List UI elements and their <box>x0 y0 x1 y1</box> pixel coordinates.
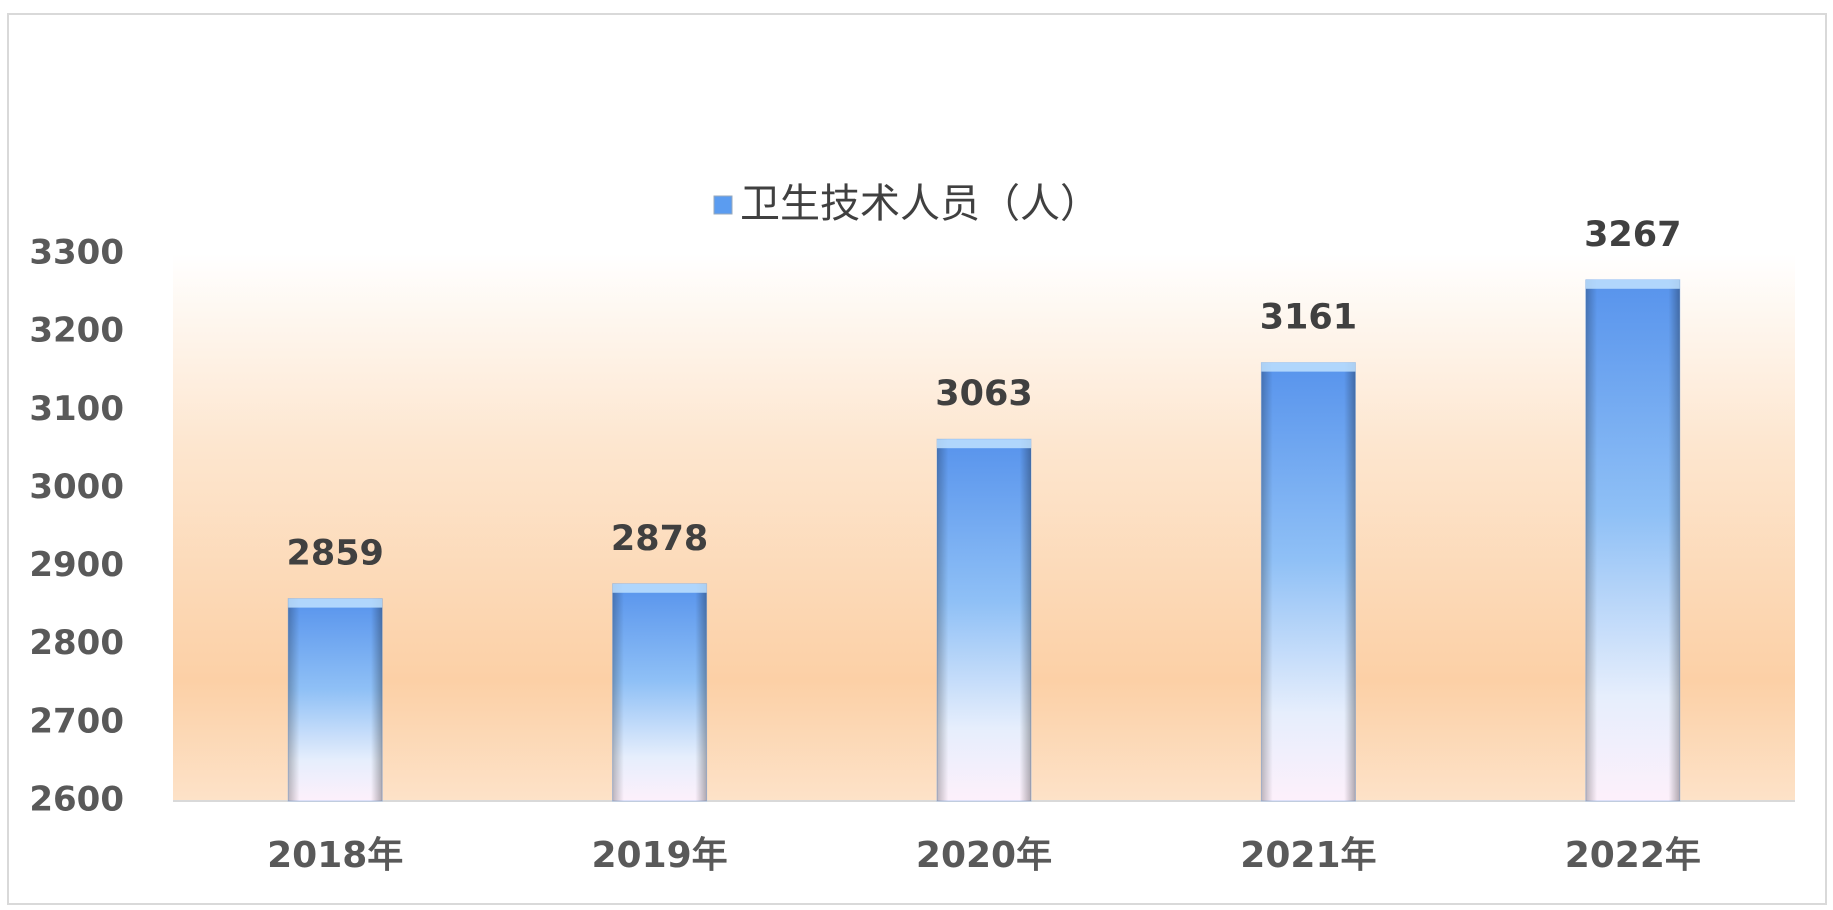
data-label: 2878 <box>611 519 708 559</box>
y-tick-label: 2800 <box>29 623 124 663</box>
data-label: 3161 <box>1260 298 1357 338</box>
y-tick-label: 3000 <box>29 467 124 507</box>
x-tick-label: 2018年 <box>267 835 403 876</box>
data-label: 2859 <box>286 534 383 574</box>
x-tick-label: 2020年 <box>916 835 1052 876</box>
y-tick-label: 3100 <box>29 389 124 429</box>
bar-shade <box>288 598 383 801</box>
bar-shade <box>937 439 1031 801</box>
bar-shade <box>612 583 707 801</box>
legend-swatch <box>713 195 733 215</box>
data-label: 3267 <box>1584 215 1681 255</box>
y-tick-label: 2900 <box>29 545 124 585</box>
x-tick-label: 2021年 <box>1240 835 1376 876</box>
y-tick-label: 2600 <box>29 780 124 820</box>
y-tick-label: 2700 <box>29 701 124 741</box>
bar-shade <box>1585 279 1680 802</box>
x-tick-label: 2019年 <box>591 835 727 876</box>
data-label: 3063 <box>935 374 1032 414</box>
bar-cap <box>612 583 707 593</box>
x-tick-label: 2022年 <box>1565 835 1701 876</box>
bar-cap <box>1585 279 1680 289</box>
bar-cap <box>937 439 1031 449</box>
legend-label: 卫生技术人员（人） <box>740 181 1100 227</box>
bar-shade <box>1261 362 1356 801</box>
y-tick-label: 3300 <box>29 233 124 273</box>
bar-cap <box>288 598 383 608</box>
y-tick-label: 3200 <box>29 311 124 351</box>
bar-cap <box>1261 362 1356 372</box>
